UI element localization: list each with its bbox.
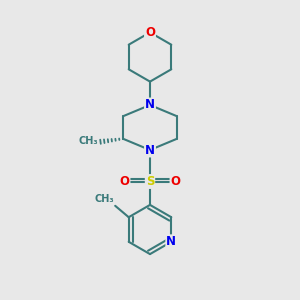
Text: O: O	[145, 26, 155, 39]
Text: N: N	[145, 143, 155, 157]
Text: O: O	[119, 175, 130, 188]
Text: N: N	[145, 98, 155, 112]
Text: O: O	[170, 175, 181, 188]
Text: S: S	[146, 175, 154, 188]
Text: N: N	[166, 235, 176, 248]
Text: CH₃: CH₃	[79, 136, 98, 146]
Text: CH₃: CH₃	[94, 194, 114, 204]
